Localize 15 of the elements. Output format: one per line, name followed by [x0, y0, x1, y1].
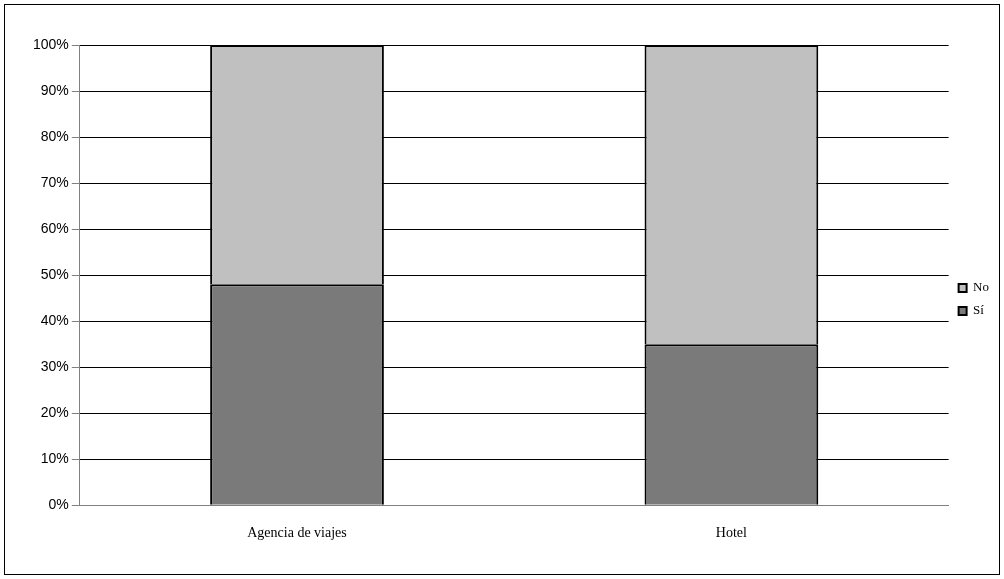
y-tick-label: 20%: [40, 404, 69, 421]
y-tick-label: 40%: [40, 311, 69, 328]
y-tick-label: 70%: [40, 173, 69, 190]
y-tick-label: 60%: [40, 219, 69, 236]
y-tick-label: 90%: [40, 81, 69, 98]
y-tick-label: 50%: [40, 265, 69, 282]
y-tick-label: 80%: [40, 127, 69, 144]
y-tick-label: 30%: [40, 358, 69, 374]
y-tick-label: 100%: [32, 35, 69, 52]
y-tick-label: 0%: [48, 496, 69, 513]
x-tick-label: Hotel: [715, 525, 748, 541]
legend-label: No: [973, 279, 989, 295]
legend-label: Sí: [973, 302, 985, 318]
y-tick-label: 10%: [40, 450, 69, 467]
x-tick-label: Agencia de viajes: [247, 525, 347, 541]
